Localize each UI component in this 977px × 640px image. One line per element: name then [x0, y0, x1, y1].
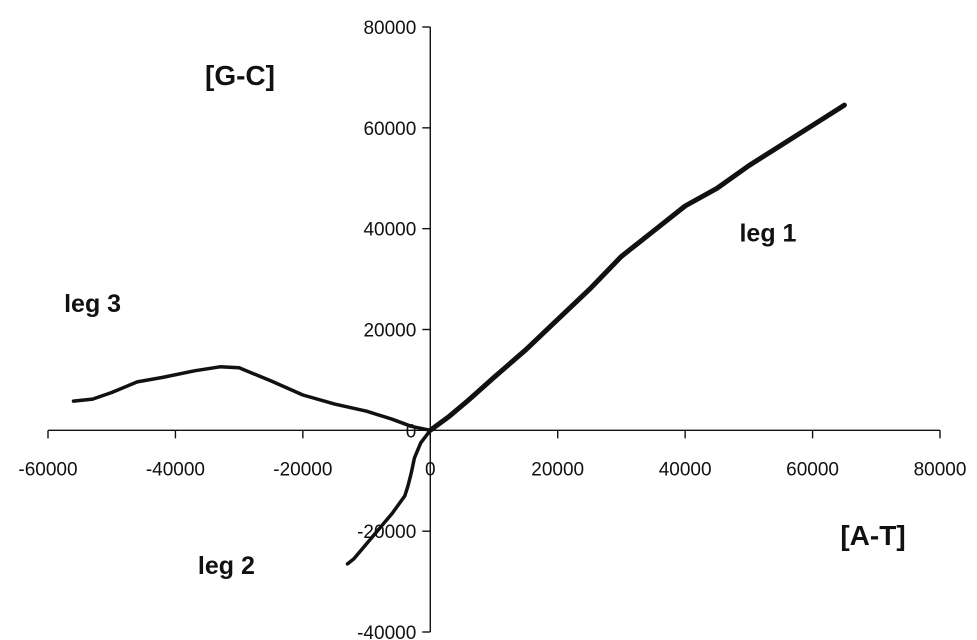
series-lines [71, 102, 847, 566]
y-axis-ticks: -40000 -20000 0 20000 40000 60000 80000 [357, 18, 431, 640]
y-tick-label: 0 [406, 421, 417, 442]
x-tick-label: -40000 [146, 459, 205, 480]
x-tick-label: 20000 [531, 459, 584, 480]
leg-label-1: leg 1 [739, 219, 796, 247]
x-tick-label: -20000 [273, 459, 332, 480]
y-tick-label: 20000 [363, 321, 416, 342]
x-tick-label: -60000 [18, 459, 77, 480]
x-tick-label: 0 [425, 459, 436, 480]
y-tick-label: 60000 [363, 119, 416, 140]
leg-label-2: leg 2 [198, 552, 255, 580]
axes: -60000 -40000 -20000 0 20000 40000 60000 80000 … [18, 18, 966, 640]
series-line-2 [345, 428, 433, 566]
y-tick-label: -40000 [357, 623, 416, 640]
y-tick-label: -20000 [357, 522, 416, 543]
y-axis-title: [G-C] [205, 60, 275, 91]
leg-annotations: leg 1 leg 2 leg 3 [64, 219, 796, 580]
series-line-1 [427, 102, 847, 433]
x-axis-title: [A-T] [840, 520, 905, 551]
leg-label-3: leg 3 [64, 290, 121, 318]
x-tick-label: 80000 [914, 459, 967, 480]
y-tick-label: 40000 [363, 220, 416, 241]
series-line-3 [71, 365, 433, 433]
y-tick-label: 80000 [363, 18, 416, 39]
x-axis-ticks: -60000 -40000 -20000 0 20000 40000 60000 80000 [18, 430, 966, 480]
x-tick-label: 60000 [786, 459, 839, 480]
x-tick-label: 40000 [659, 459, 712, 480]
